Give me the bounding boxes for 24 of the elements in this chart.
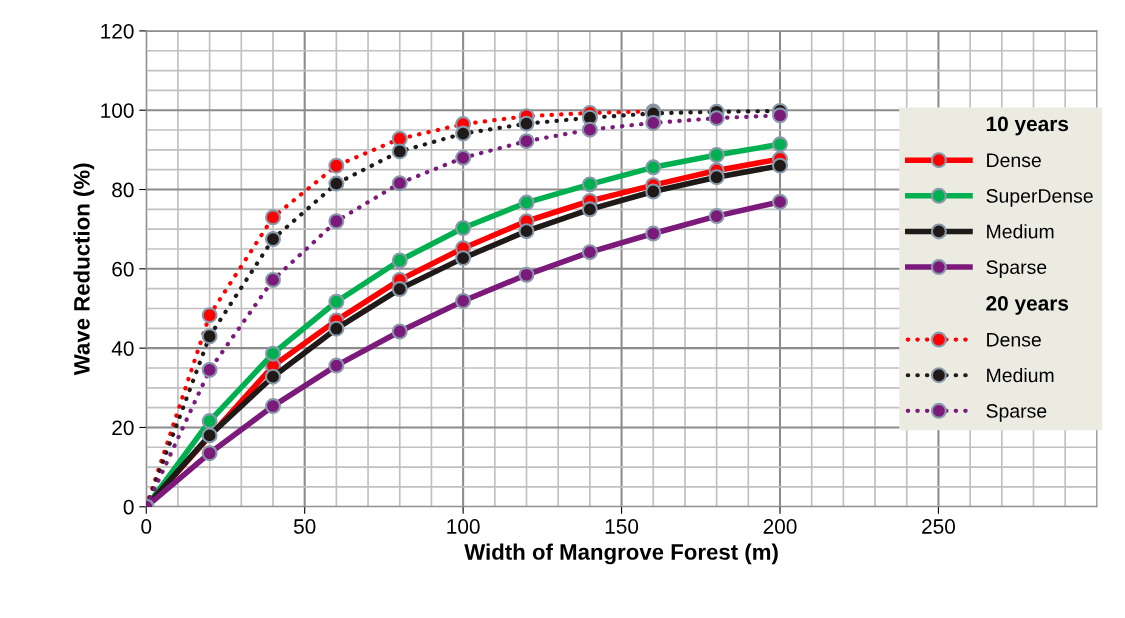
legend-label: Medium xyxy=(987,367,1054,383)
legend-label: Sparse xyxy=(986,260,1047,278)
annotation: 10 years xyxy=(986,116,1069,136)
x-tick-label: 250 xyxy=(922,519,955,534)
y-tick-label: 80 xyxy=(112,182,134,198)
y-tick-label: 60 xyxy=(112,261,134,277)
x-axis-title: Width of Mangrove Forest (m) xyxy=(464,543,778,565)
y-tick-label: 40 xyxy=(111,341,134,356)
x-tick-label: 100 xyxy=(447,519,480,534)
x-tick-label: 150 xyxy=(605,519,639,534)
legend-label: Sparse xyxy=(986,404,1047,422)
y-tick-label: 120 xyxy=(101,23,134,39)
y-tick-label: 100 xyxy=(101,103,134,118)
x-tick-label: 0 xyxy=(141,519,152,534)
legend-label: Medium xyxy=(987,224,1054,239)
x-tick-label: 200 xyxy=(763,519,797,534)
annotation: 20 years xyxy=(986,295,1069,315)
x-tick-label: 50 xyxy=(293,519,316,534)
y-tick-label: 20 xyxy=(112,420,134,436)
y-axis-title: Wave Reduction (%) xyxy=(73,163,95,376)
legend-label: SuperDense xyxy=(986,189,1093,207)
legend-label: Dense xyxy=(987,333,1041,347)
legend-label: Dense xyxy=(987,153,1041,168)
y-tick-label: 0 xyxy=(123,499,134,515)
